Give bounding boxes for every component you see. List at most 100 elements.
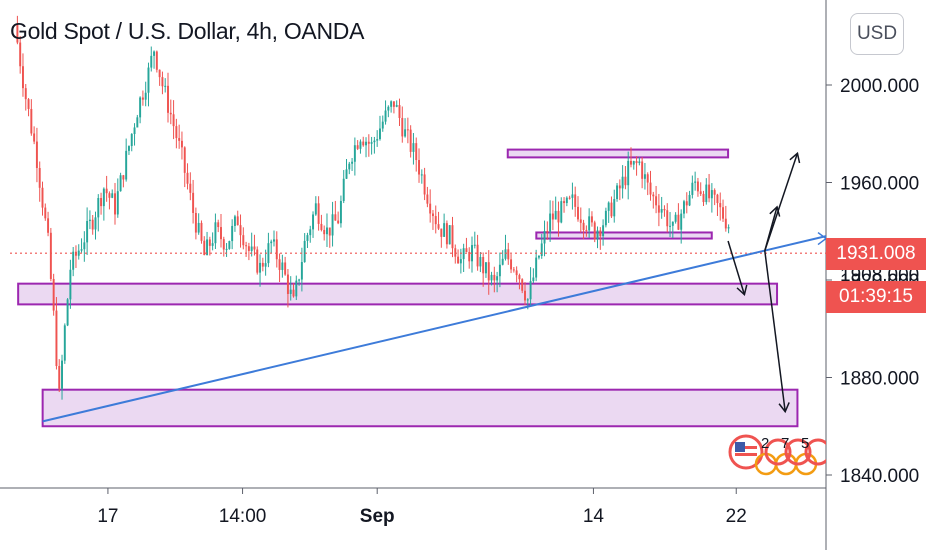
candle-body — [214, 222, 217, 244]
candle-body — [180, 140, 183, 148]
event-count-3: 5 — [801, 435, 809, 452]
candle-body — [314, 203, 317, 215]
candle-body — [568, 197, 571, 199]
candle-body — [518, 275, 521, 280]
candle-body — [599, 230, 602, 237]
candle-body — [663, 208, 666, 211]
candle-body — [390, 101, 393, 107]
candle-body — [669, 225, 672, 227]
candle-body — [624, 176, 627, 186]
candle-body — [710, 190, 713, 199]
candle-body — [685, 201, 688, 206]
candle-body — [183, 147, 186, 173]
candle-body — [384, 110, 387, 122]
candle-body — [292, 289, 295, 297]
candle-body — [169, 112, 172, 115]
candle-body — [434, 216, 437, 225]
candle-body — [100, 198, 103, 207]
candle-body — [618, 185, 621, 189]
candle-body — [465, 248, 468, 252]
candle-body — [189, 183, 192, 193]
candle-body — [404, 129, 407, 137]
candle-body — [211, 243, 214, 246]
candle-body — [206, 239, 209, 256]
candle-body — [167, 85, 169, 113]
candle-body — [323, 229, 326, 235]
candle-body — [141, 97, 144, 100]
trendline — [42, 235, 827, 423]
candle-body — [208, 239, 211, 246]
candle-body — [144, 92, 147, 100]
candle-body — [150, 55, 153, 68]
zone-rect — [41, 388, 799, 428]
x-tick-label: 14 — [583, 506, 605, 527]
candle-body — [482, 257, 485, 274]
candle-body — [607, 202, 610, 211]
candle-body — [114, 193, 116, 215]
candle-body — [445, 223, 448, 245]
candle-body — [537, 256, 540, 258]
candle-body — [722, 207, 724, 219]
candle-body — [300, 262, 303, 280]
candle-body — [24, 88, 27, 100]
candle-body — [585, 229, 588, 231]
candle-body — [376, 139, 379, 141]
candle-body — [203, 240, 206, 256]
hidden-price-label: 1908.000 — [840, 265, 919, 286]
candle-body — [476, 244, 479, 267]
candle-body — [61, 360, 63, 389]
event-count-2: 7 — [781, 435, 789, 452]
candle-body — [688, 194, 691, 206]
candle-body — [194, 212, 197, 233]
candle-body — [275, 239, 278, 260]
candle-body — [19, 42, 22, 67]
candle-body — [253, 246, 256, 250]
candle-body — [487, 262, 490, 281]
candle-body — [326, 227, 328, 235]
candle-body — [353, 145, 356, 162]
candle-body — [370, 142, 373, 144]
candle-body — [420, 174, 423, 176]
economic-events-icons[interactable]: 2 7 5 — [726, 432, 826, 478]
candle-body — [660, 208, 663, 213]
candle-body — [484, 262, 487, 274]
candle-body — [627, 160, 630, 186]
candle-body — [303, 240, 306, 263]
currency-button[interactable]: USD — [850, 13, 904, 55]
candle-body — [657, 205, 660, 213]
candle-body — [88, 219, 91, 221]
candle-body — [161, 77, 164, 87]
candle-body — [415, 143, 418, 161]
candle-body — [649, 182, 652, 195]
candle-body — [41, 187, 44, 208]
candle-body — [217, 222, 220, 228]
candle-body — [431, 213, 434, 217]
candle-body — [119, 175, 122, 192]
candle-body — [638, 161, 641, 164]
x-tick-label: Sep — [360, 506, 395, 527]
candle-body — [437, 224, 440, 229]
candle-body — [429, 203, 432, 214]
candle-body — [228, 241, 231, 249]
candle-body — [724, 218, 727, 229]
candle-body — [683, 201, 685, 214]
candle-body — [727, 227, 730, 229]
candle-body — [178, 138, 181, 141]
candle-body — [708, 184, 711, 199]
candle-body — [406, 129, 409, 131]
candle-body — [328, 227, 331, 236]
chart-title: Gold Spot / U.S. Dollar, 4h, OANDA — [10, 18, 365, 44]
candle-body — [94, 217, 97, 230]
candle-body — [298, 279, 301, 281]
candle-body — [295, 280, 298, 297]
candle-body — [546, 231, 549, 233]
candle-body — [532, 277, 535, 282]
candle-body — [596, 230, 599, 240]
candle-body — [192, 192, 195, 213]
candle-body — [696, 181, 699, 192]
candle-body — [233, 216, 236, 226]
candle-body — [604, 210, 607, 226]
candle-body — [557, 210, 560, 223]
